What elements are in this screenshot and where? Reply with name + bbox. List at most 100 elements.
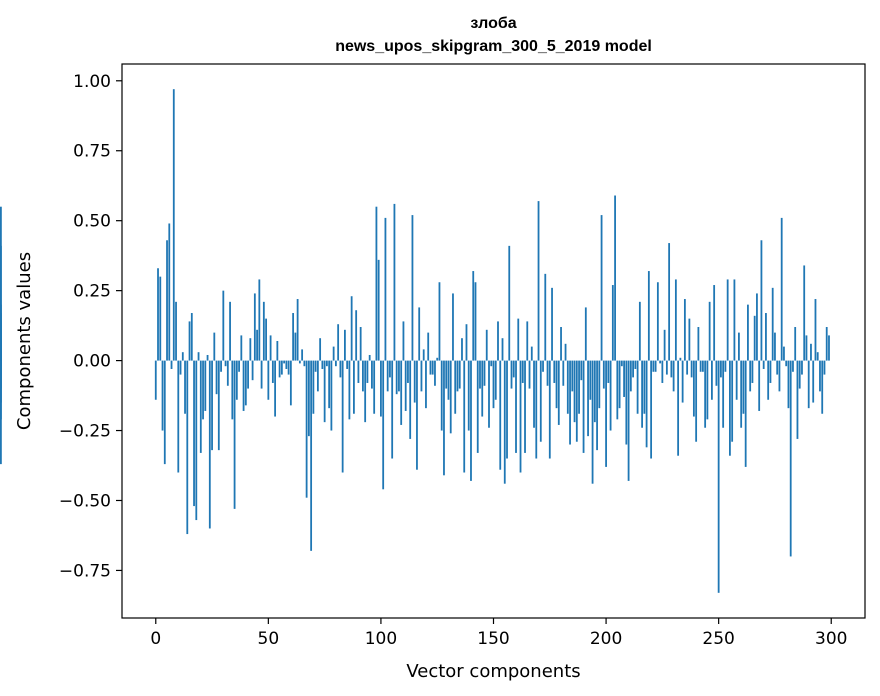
bar-150 [492,360,495,409]
bar-262 [744,360,747,467]
bar-232 [677,360,680,456]
bar-247 [711,360,713,400]
bar-24 [208,360,211,529]
bar-61 [292,313,295,361]
y-tick-label-7: 1.00 [73,72,111,92]
bar-209 [625,360,628,445]
bar-31 [224,360,227,367]
bar-174 [546,360,549,386]
bar-93 [364,360,367,423]
bar-91 [359,327,362,361]
bar-250 [717,360,720,593]
bar-105 [391,360,394,459]
bar-162 [519,360,522,473]
bar-205 [616,360,619,420]
bar-221 [652,360,655,372]
y-tick-label-2: −0.25 [59,422,111,442]
bar-86 [348,360,351,420]
bar-292 [812,360,815,403]
bar-139 [467,360,470,431]
bar-192 [587,360,589,437]
y-tick-label-0: −0.75 [59,561,111,581]
bar-177 [553,360,556,383]
bar-210 [627,360,630,481]
bar-155 [503,360,506,484]
bar-160 [515,360,517,453]
chart-title: злоба [470,15,516,32]
bar-19 [197,352,200,361]
bar-151 [494,360,497,400]
bar-133 [454,360,457,414]
bar-40 [244,360,247,406]
bar-245 [706,360,709,420]
bar-305 [0,360,2,420]
bar-51 [269,335,272,361]
bar-249 [715,360,718,386]
bar-29 [220,360,222,372]
bar-9 [175,301,177,361]
bar-298 [825,327,828,361]
bar-71 [314,360,317,372]
x-axis: 0 50 100 150 200 250 300 [150,618,847,649]
bar-204 [614,195,616,361]
bar-220 [650,360,653,459]
bar-295 [819,360,821,392]
bar-81 [337,324,340,361]
bar-89 [355,310,358,361]
y-axis: −0.75 −0.50 −0.25 0.00 0.25 0.50 0.75 1.00 [59,72,122,581]
bar-103 [386,360,389,392]
x-tick-label-200: 200 [590,629,622,649]
bar-219 [647,271,650,361]
bar-123 [431,360,434,375]
bar-73 [319,338,322,361]
bar-30 [222,290,225,361]
bar-129 [445,360,448,389]
bar-46 [258,279,261,361]
bar-195 [593,360,596,423]
bar-251 [720,360,722,378]
bar-187 [575,360,578,442]
x-tick-label-300: 300 [815,629,847,649]
bar-153 [499,360,502,470]
bar-114 [411,215,414,361]
bar-140 [470,360,472,481]
bar-184 [569,360,571,445]
bar-213 [634,360,637,369]
bar-296 [821,360,824,414]
bar-63 [296,299,299,361]
bar-95 [368,354,371,361]
bar-141 [472,271,475,361]
bar-131 [449,360,452,434]
bar-261 [742,360,745,414]
bar-12 [181,352,184,361]
y-tick-label-4: 0.25 [73,282,111,302]
y-tick-label-1: −0.50 [59,491,111,511]
bar-185 [571,360,574,392]
bar-167 [530,346,533,361]
bar-256 [731,360,734,442]
bar-149 [490,360,493,367]
bar-169 [535,360,538,459]
bar-94 [366,360,369,383]
bar-207 [620,360,623,367]
bar-42 [249,338,252,361]
bar-13 [184,360,186,414]
bar-66 [303,360,306,367]
bar-117 [418,307,421,361]
bar-288 [803,265,806,361]
bar-230 [672,360,675,392]
bar-56 [280,360,283,375]
bar-16 [190,313,193,361]
bar-223 [656,282,659,361]
bar-278 [780,217,783,361]
bar-58 [285,360,288,369]
bar-188 [578,360,580,414]
bar-242 [699,360,702,372]
bar-270 [762,360,765,369]
bar-159 [512,360,515,378]
bar-166 [528,360,531,389]
bar-215 [638,301,641,361]
bar-199 [602,360,605,389]
bar-137 [463,360,466,473]
bar-286 [798,360,801,389]
